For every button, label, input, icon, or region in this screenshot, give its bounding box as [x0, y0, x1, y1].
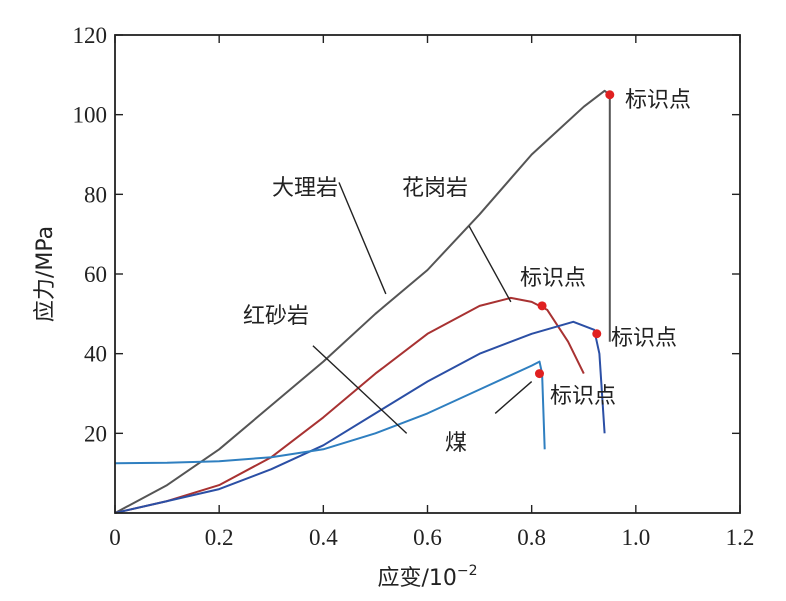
y-tick-label: 120	[73, 23, 108, 48]
y-tick-label: 80	[84, 182, 107, 207]
x-axis-title-base: 应变/10	[377, 566, 456, 591]
series-line	[114, 296, 585, 514]
marker-point	[537, 301, 547, 311]
series-line	[114, 320, 606, 514]
tick-layer: 0 0.2 0.4 0.6 0.8 1.0 1.2 20 40 60 80 100 120	[73, 23, 755, 550]
annotation-label: 标识点	[520, 266, 586, 291]
marker-layer	[534, 90, 615, 379]
series-line	[114, 360, 546, 465]
annotation-leader	[338, 182, 387, 295]
y-axis-title: 应力/MPa	[33, 226, 58, 322]
annotation-label: 红砂岩	[243, 304, 309, 329]
x-tick-label: 0	[109, 525, 121, 550]
annotation-label: 花岗岩	[402, 176, 468, 201]
x-tick-label: 0.2	[205, 525, 234, 550]
annotation-label: 标识点	[611, 326, 677, 351]
series-line	[114, 89, 611, 514]
annotation-label: 煤	[445, 431, 467, 456]
x-tick-label: 0.4	[309, 525, 338, 550]
y-tick-label: 20	[84, 421, 107, 446]
annotation-label: 标识点	[550, 384, 616, 409]
annotation-leader	[312, 345, 408, 434]
y-tick-label: 100	[73, 103, 108, 128]
y-tick-label: 40	[84, 342, 107, 367]
marker-point	[605, 90, 615, 100]
annotation-leader	[494, 381, 533, 414]
x-tick-label: 1.0	[621, 525, 650, 550]
annotation-leader	[468, 225, 512, 303]
marker-point	[534, 369, 544, 379]
x-axis-title-exponent: −2	[457, 563, 478, 579]
x-tick-label: 0.6	[413, 525, 442, 550]
series-layer	[114, 89, 611, 514]
marker-point	[592, 329, 602, 339]
y-tick-label: 60	[84, 262, 107, 287]
annotation-label: 大理岩	[272, 176, 338, 201]
x-tick-label: 0.8	[517, 525, 546, 550]
x-axis-title: 应变/10−2	[377, 563, 477, 591]
x-tick-label: 1.2	[726, 525, 755, 550]
annotation-leader-layer	[312, 182, 533, 434]
annotation-label: 标识点	[625, 88, 691, 113]
